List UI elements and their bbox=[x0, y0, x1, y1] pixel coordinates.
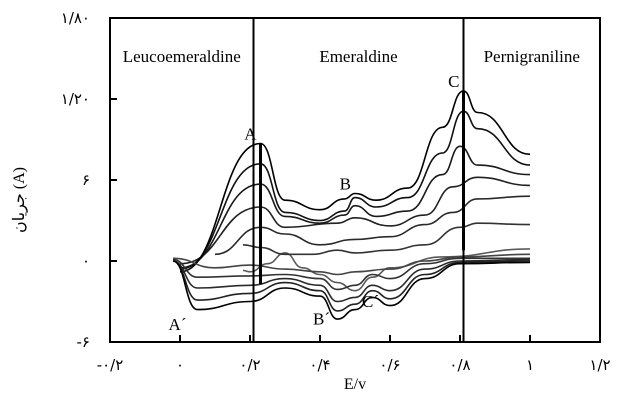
cv-curve-4 bbox=[179, 176, 531, 265]
cv-curve-9 bbox=[172, 257, 530, 291]
cv-curve-6 bbox=[179, 110, 531, 270]
region-label-leucoemeraldine: Leucoemeraldine bbox=[123, 47, 241, 66]
x-tick-label: -۰/۲ bbox=[97, 356, 124, 374]
x-axis-label: E/v bbox=[344, 376, 366, 393]
region-divider-layer bbox=[252, 18, 465, 342]
y-tick-label: -۶ bbox=[77, 333, 90, 351]
peak-label: B bbox=[340, 175, 351, 194]
series-layer bbox=[172, 90, 531, 320]
region-label-emeraldine: Emeraldine bbox=[319, 47, 397, 66]
peak-label: C bbox=[448, 72, 459, 91]
peak-label-layer: A B C A´ B´ C´ bbox=[169, 72, 460, 334]
cv-curve-12 bbox=[172, 260, 531, 320]
y-axis-label: جریان (A) bbox=[11, 167, 28, 233]
x-tick-label: ۱/۲ bbox=[589, 356, 610, 374]
x-tick-label: ۰/۸ bbox=[449, 356, 470, 374]
x-tick-label: ۰/۶ bbox=[379, 356, 400, 374]
cv-curve-5 bbox=[179, 145, 531, 269]
x-tick-label: ۰/۴ bbox=[309, 356, 330, 374]
plot-frame bbox=[109, 17, 601, 343]
x-tick-label: ۰/۲ bbox=[239, 356, 260, 374]
peak-label: B´ bbox=[313, 310, 330, 329]
x-tick-label: ۱ bbox=[526, 356, 534, 374]
x-tick-label: ۰ bbox=[176, 356, 184, 374]
y-tick-label: ۱/۲۰ bbox=[61, 90, 90, 108]
x-axis-ticks: -۰/۲ ۰ ۰/۲ ۰/۴ ۰/۶ ۰/۸ ۱ ۱/۲ bbox=[97, 335, 611, 374]
cv-curve-3 bbox=[214, 195, 531, 256]
cv-curve-7 bbox=[179, 90, 531, 273]
region-label-layer: Leucoemeraldine Emeraldine Pernigraniline bbox=[123, 47, 580, 66]
y-tick-label: ۱/۸۰ bbox=[61, 9, 90, 27]
cv-curve-11 bbox=[172, 260, 531, 312]
peak-label: A´ bbox=[169, 315, 187, 334]
y-tick-label: ۰ bbox=[82, 252, 90, 270]
peak-label: A bbox=[244, 125, 257, 144]
region-label-pernigraniline: Pernigraniline bbox=[484, 47, 580, 66]
cv-curve-10 bbox=[172, 258, 531, 303]
cv-curve-2 bbox=[242, 222, 531, 256]
cv-curve-8 bbox=[172, 253, 531, 276]
peak-label: C´ bbox=[362, 292, 379, 311]
y-tick-label: ۶ bbox=[82, 171, 90, 189]
y-axis-ticks: -۶ ۰ ۶ ۱/۲۰ ۱/۸۰ bbox=[61, 9, 117, 351]
